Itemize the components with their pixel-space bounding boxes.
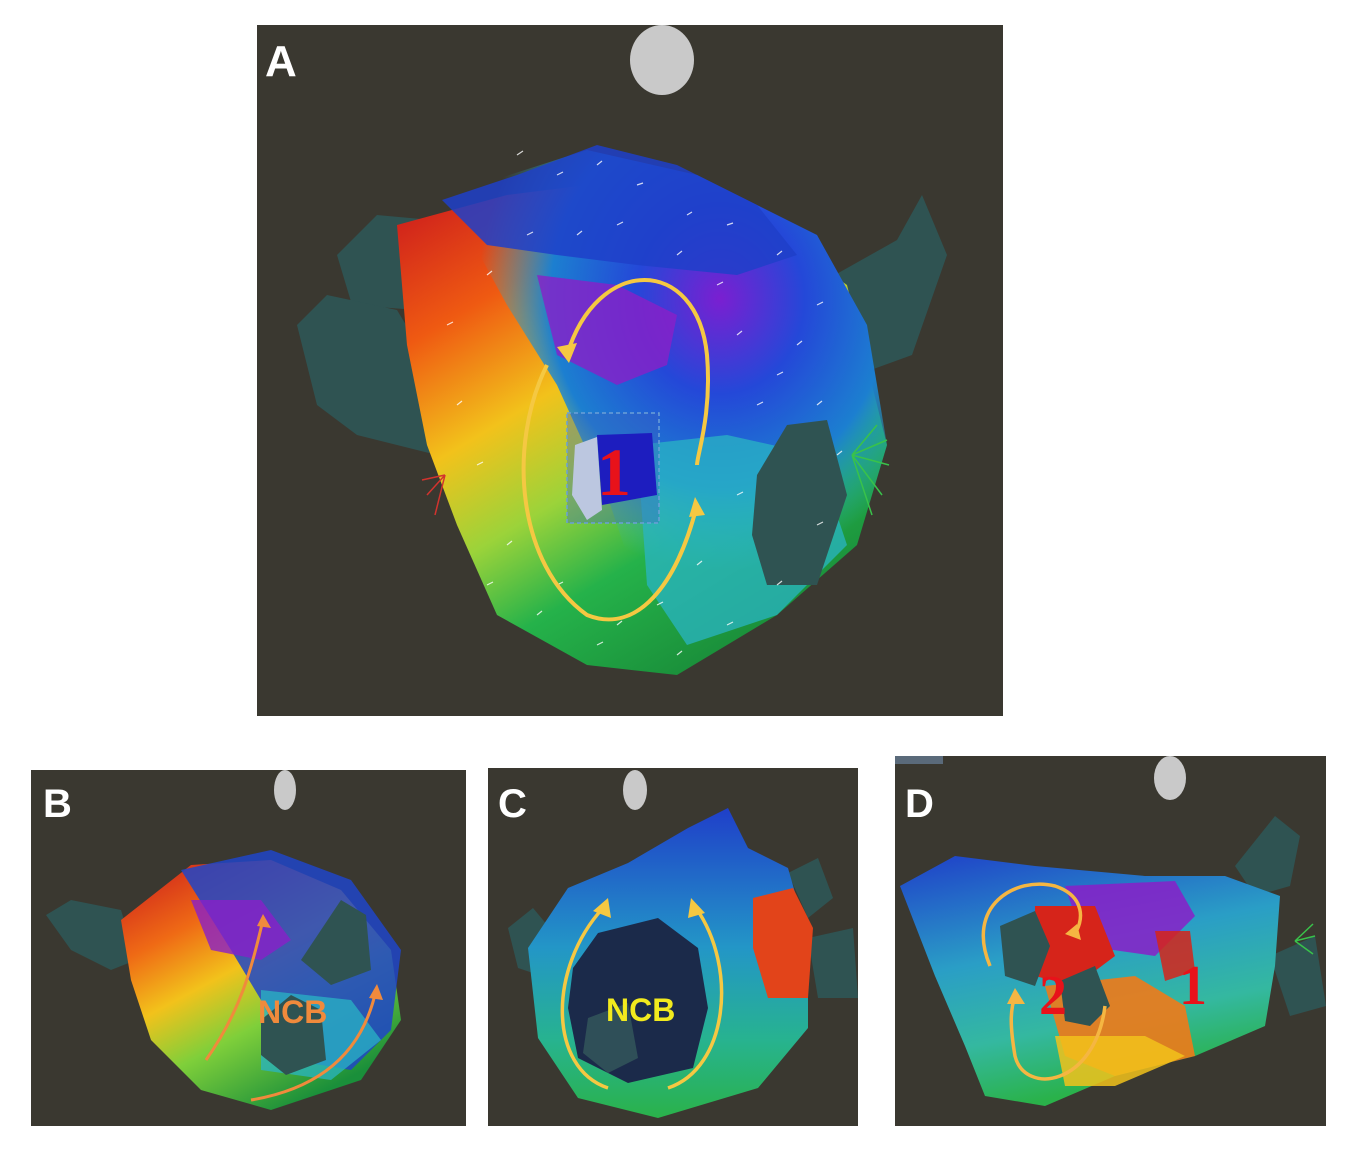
loop-arrow-left: [560, 906, 609, 1090]
vein-left-lower: [297, 295, 442, 455]
propagation-arrow-right: [250, 989, 378, 1102]
focus-blue: [597, 433, 657, 505]
site-label-1: 1: [1179, 955, 1207, 1017]
loop-arrow-right: [667, 906, 724, 1090]
orientation-marker: [274, 770, 296, 810]
vein-center: [261, 995, 326, 1075]
panel-a-letter: A: [265, 37, 297, 86]
vein-right-upper: [1235, 816, 1300, 896]
atrium-purple: [191, 900, 291, 960]
panel-b-map: [46, 770, 401, 1110]
panel-d-letter: D: [905, 782, 934, 826]
vein-right-lower: [752, 420, 847, 585]
loop-arrowhead-bottom: [1007, 988, 1025, 1004]
ncb-inner: [583, 1003, 638, 1073]
vector-speckles: [446, 150, 843, 656]
axis-marker-left: [421, 474, 446, 516]
propagation-arrowhead-right: [369, 984, 383, 1000]
panel-b: B NCB: [31, 770, 466, 1126]
site-label-1: 1: [597, 434, 631, 510]
vein-right-lower: [808, 928, 858, 998]
orientation-marker: [630, 25, 694, 95]
orientation-marker: [623, 770, 647, 810]
axis-marker-right: [1294, 923, 1316, 955]
vein-right-upper: [788, 858, 833, 918]
loop-arrow-top: [981, 882, 1083, 967]
panel-a: A 1: [257, 25, 1003, 716]
atrium-purple: [537, 275, 677, 385]
focus-white: [572, 437, 602, 520]
site-label-2: 2: [1039, 965, 1067, 1027]
ncb-label: NCB: [258, 994, 328, 1030]
reentry-arrow-upper: [565, 278, 710, 466]
loop-arrowhead-right: [688, 898, 705, 918]
vein-inner: [1000, 911, 1050, 986]
panel-c: C NCB: [488, 768, 858, 1126]
orientation-marker: [1154, 756, 1186, 800]
atrium-red-region: [753, 888, 813, 998]
ncb-label: NCB: [606, 992, 676, 1028]
atrium-yellow: [1055, 1036, 1185, 1086]
window-strip: [895, 756, 943, 764]
panel-c-letter: C: [498, 782, 527, 826]
reentry-arrow-lower: [521, 364, 699, 622]
axis-marker-right: [851, 424, 890, 516]
reentry-arrowhead-upper: [557, 343, 577, 363]
vein-right: [301, 900, 371, 985]
atrium-blue-top: [442, 145, 797, 275]
panel-c-map: [508, 770, 858, 1118]
reentry-arrowhead-lower: [689, 497, 705, 517]
loop-arrow-bottom: [1009, 995, 1107, 1081]
vein-inner-2: [1060, 966, 1110, 1026]
panel-b-letter: B: [43, 782, 72, 826]
loop-arrowhead-top: [1065, 924, 1081, 940]
atrium-red-right: [1155, 931, 1195, 981]
vein-left: [46, 900, 136, 970]
propagation-arrow-left: [204, 919, 265, 1061]
vein-right-lower: [1270, 936, 1326, 1016]
panel-d: D 2 1: [895, 756, 1326, 1126]
panel-d-map: [895, 756, 1326, 1106]
loop-arrowhead-left: [593, 898, 611, 918]
panel-a-map: [297, 25, 947, 675]
propagation-arrowhead-left: [257, 914, 271, 928]
